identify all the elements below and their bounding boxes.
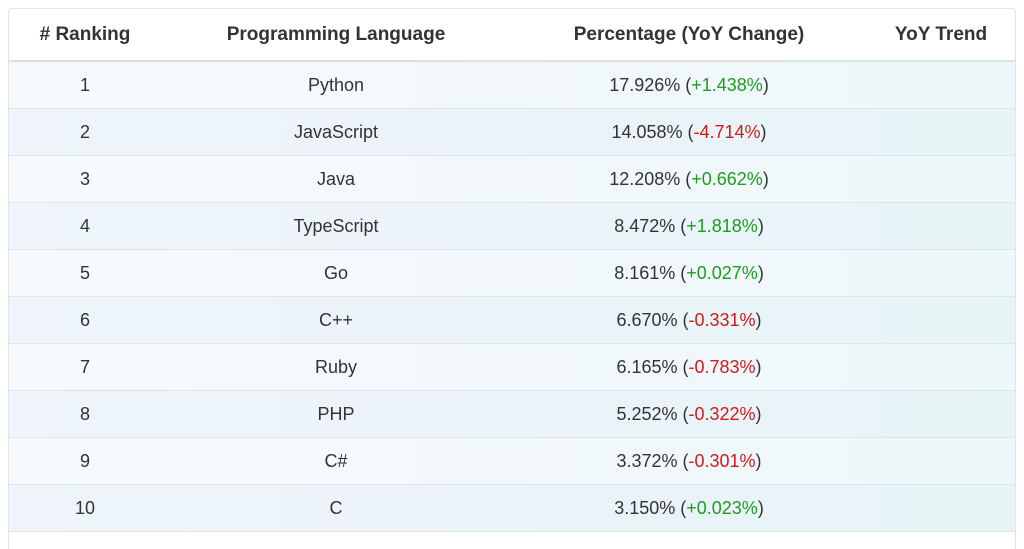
header-row: # Ranking Programming Language Percentag… (9, 9, 1015, 62)
rank-cell: 1 (9, 61, 161, 109)
percentage-value: 14.058% (611, 121, 683, 142)
rank-cell: 9 (9, 437, 161, 485)
percentage-cell: 8.472% (+1.818%) (511, 202, 867, 250)
rank-cell: 4 (9, 202, 161, 250)
language-ranking-table: # Ranking Programming Language Percentag… (9, 9, 1015, 532)
table-row: 7 Ruby 6.165% (-0.783%) (9, 343, 1015, 391)
ranking-table-container: # Ranking Programming Language Percentag… (8, 8, 1016, 549)
header-ranking[interactable]: # Ranking (9, 9, 161, 62)
percentage-value: 8.161% (614, 262, 676, 283)
yoy-change-value: -0.322% (688, 403, 756, 424)
table-header: # Ranking Programming Language Percentag… (9, 9, 1015, 62)
language-cell: C++ (161, 296, 511, 344)
percentage-value: 6.165% (616, 356, 678, 377)
language-cell: C (161, 484, 511, 532)
table-row: 3 Java 12.208% (+0.662%) (9, 155, 1015, 203)
trend-cell (867, 202, 1015, 250)
percentage-cell: 17.926% (+1.438%) (511, 61, 867, 109)
header-percentage[interactable]: Percentage (YoY Change) (511, 9, 867, 62)
rank-cell: 2 (9, 108, 161, 156)
percentage-cell: 6.670% (-0.331%) (511, 296, 867, 344)
trend-cell (867, 61, 1015, 109)
yoy-change-value: -0.331% (688, 309, 756, 330)
trend-cell (867, 343, 1015, 391)
percentage-value: 5.252% (616, 403, 678, 424)
percentage-value: 3.150% (614, 497, 676, 518)
table-row: 9 C# 3.372% (-0.301%) (9, 437, 1015, 485)
language-cell: TypeScript (161, 202, 511, 250)
rank-cell: 5 (9, 249, 161, 297)
trend-cell (867, 296, 1015, 344)
table-row: 10 C 3.150% (+0.023%) (9, 484, 1015, 532)
table-row: 8 PHP 5.252% (-0.322%) (9, 390, 1015, 438)
percentage-cell: 8.161% (+0.027%) (511, 249, 867, 297)
rank-cell: 6 (9, 296, 161, 344)
rank-cell: 7 (9, 343, 161, 391)
rank-cell: 10 (9, 484, 161, 532)
percentage-cell: 12.208% (+0.662%) (511, 155, 867, 203)
percentage-value: 17.926% (609, 74, 681, 95)
trend-cell (867, 484, 1015, 532)
percentage-cell: 3.372% (-0.301%) (511, 437, 867, 485)
table-row: 5 Go 8.161% (+0.027%) (9, 249, 1015, 297)
language-cell: Ruby (161, 343, 511, 391)
rank-cell: 3 (9, 155, 161, 203)
table-row: 6 C++ 6.670% (-0.331%) (9, 296, 1015, 344)
trend-cell (867, 249, 1015, 297)
rank-cell: 8 (9, 390, 161, 438)
percentage-value: 12.208% (609, 168, 681, 189)
table-row: 4 TypeScript 8.472% (+1.818%) (9, 202, 1015, 250)
yoy-change-value: -0.301% (688, 450, 756, 471)
yoy-change-value: +0.027% (686, 262, 758, 283)
percentage-cell: 14.058% (-4.714%) (511, 108, 867, 156)
table-row: 1 Python 17.926% (+1.438%) (9, 61, 1015, 109)
yoy-change-value: +1.438% (691, 74, 763, 95)
percentage-value: 3.372% (616, 450, 678, 471)
trend-cell (867, 108, 1015, 156)
percentage-cell: 5.252% (-0.322%) (511, 390, 867, 438)
yoy-change-value: -0.783% (688, 356, 756, 377)
language-cell: JavaScript (161, 108, 511, 156)
language-cell: PHP (161, 390, 511, 438)
language-cell: Python (161, 61, 511, 109)
table-row: 2 JavaScript 14.058% (-4.714%) (9, 108, 1015, 156)
language-cell: Go (161, 249, 511, 297)
percentage-value: 8.472% (614, 215, 676, 236)
language-cell: C# (161, 437, 511, 485)
yoy-change-value: +1.818% (686, 215, 758, 236)
language-cell: Java (161, 155, 511, 203)
yoy-change-value: +0.662% (691, 168, 763, 189)
header-trend[interactable]: YoY Trend (867, 9, 1015, 62)
percentage-value: 6.670% (616, 309, 678, 330)
yoy-change-value: +0.023% (686, 497, 758, 518)
percentage-cell: 6.165% (-0.783%) (511, 343, 867, 391)
table-body: 1 Python 17.926% (+1.438%) 2 JavaScript 14.05… (9, 61, 1015, 532)
header-language[interactable]: Programming Language (161, 9, 511, 62)
trend-cell (867, 155, 1015, 203)
percentage-cell: 3.150% (+0.023%) (511, 484, 867, 532)
yoy-change-value: -4.714% (693, 121, 761, 142)
trend-cell (867, 390, 1015, 438)
trend-cell (867, 437, 1015, 485)
